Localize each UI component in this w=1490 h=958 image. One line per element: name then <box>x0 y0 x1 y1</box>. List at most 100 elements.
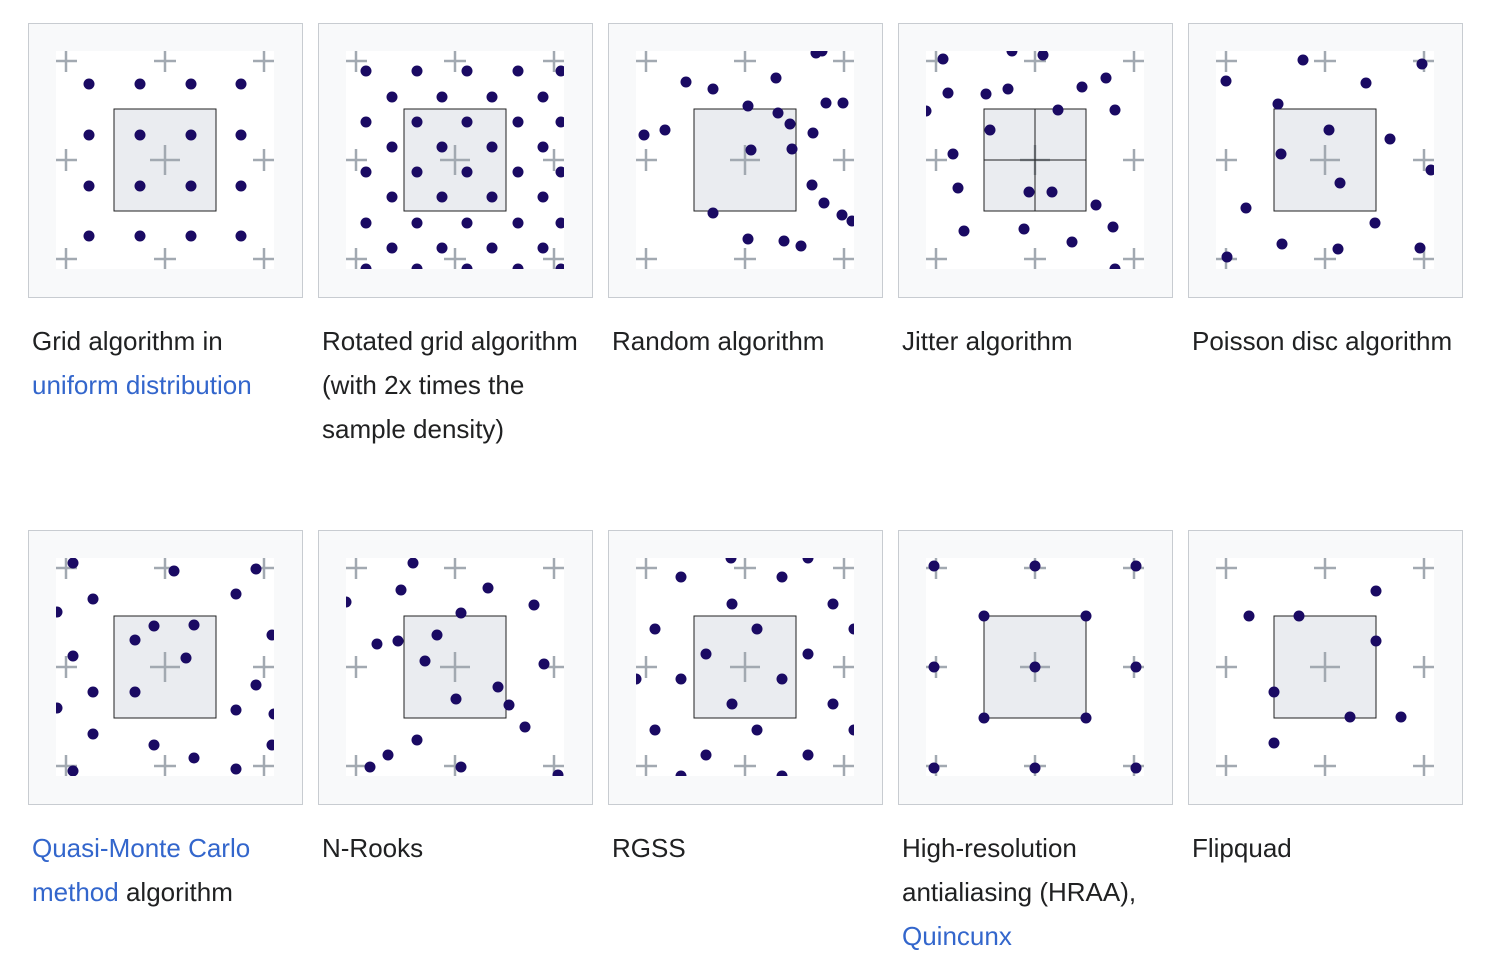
caption-text: N-Rooks <box>322 833 424 863</box>
sample-point <box>411 734 423 746</box>
sample-point <box>1080 712 1092 724</box>
sample-point <box>636 673 642 685</box>
sample-point <box>411 263 423 269</box>
sample-point <box>1109 263 1121 269</box>
caption-link[interactable]: Quasi-Monte Carlo method <box>32 833 251 907</box>
thumbnail-jitter[interactable] <box>898 23 1173 298</box>
sample-point <box>180 652 192 664</box>
caption-text: Rotated grid algorithm (with 2x times th… <box>322 326 578 444</box>
sample-point <box>700 648 712 660</box>
sample-point <box>386 191 398 203</box>
pixel-centre-cross <box>1310 145 1340 175</box>
sample-point <box>1369 217 1381 229</box>
sample-point <box>1029 560 1041 572</box>
pixel-centre-cross <box>1314 248 1336 269</box>
thumbnail-random[interactable] <box>608 23 883 298</box>
sample-point <box>802 558 814 564</box>
pixel-centre-cross <box>636 51 657 72</box>
caption-text: RGSS <box>612 833 686 863</box>
pixel-centre-cross <box>730 652 760 682</box>
sample-point <box>742 233 754 245</box>
sample-point <box>486 141 498 153</box>
sample-point <box>1334 177 1346 189</box>
pixel-centre-cross <box>150 652 180 682</box>
sample-point <box>382 749 394 761</box>
sample-point <box>700 749 712 761</box>
pixel-centre-cross <box>636 656 657 678</box>
sample-point <box>266 629 274 641</box>
pixel-centre-cross <box>1216 656 1237 678</box>
caption-link[interactable]: uniform distribution <box>32 370 252 400</box>
sample-point <box>87 686 99 698</box>
sample-point <box>1018 223 1030 235</box>
sample-point <box>411 65 423 77</box>
sample-point <box>928 661 940 673</box>
sample-point <box>538 658 550 670</box>
thumbnail-grid[interactable] <box>28 23 303 298</box>
sample-point <box>185 78 197 90</box>
sample-point <box>1002 83 1014 95</box>
sample-point <box>1107 221 1119 233</box>
sample-point <box>807 127 819 139</box>
sample-point <box>745 144 757 156</box>
pixel-centre-cross <box>1216 149 1237 171</box>
sample-point <box>1066 236 1078 248</box>
thumbnail-rgss[interactable] <box>608 530 883 805</box>
sample-point <box>1029 661 1041 673</box>
sample-point <box>928 560 940 572</box>
sample-point <box>1130 661 1142 673</box>
pixel-centre-cross <box>833 51 854 72</box>
pixel-centre-cross <box>636 558 657 579</box>
thumbnail-hraa[interactable] <box>898 530 1173 805</box>
sample-point <box>519 721 531 733</box>
sample-point <box>649 623 661 635</box>
caption-n-rooks: N-Rooks <box>322 826 584 870</box>
sample-point <box>1425 164 1434 176</box>
thumbnail-flipquad[interactable] <box>1188 530 1463 805</box>
caption-flipquad: Flipquad <box>1192 826 1454 870</box>
sample-point <box>552 769 564 776</box>
pixel-centre-cross <box>734 51 756 72</box>
caption-link[interactable]: Quincunx <box>902 921 1012 951</box>
sample-point <box>1268 686 1280 698</box>
sample-point <box>555 166 564 178</box>
pixel-centre-cross <box>444 51 466 72</box>
pixel-centre-cross <box>56 149 77 171</box>
pixel-centre-cross <box>1123 149 1144 171</box>
thumbnail-quasi-monte-carlo[interactable] <box>28 530 303 805</box>
sample-point <box>1384 133 1396 145</box>
sample-point <box>1090 199 1102 211</box>
sample-point <box>268 708 274 720</box>
pixel-centre-cross <box>1314 755 1336 776</box>
caption-rgss: RGSS <box>612 826 874 870</box>
pixel-centre-cross <box>1123 248 1144 269</box>
thumbnail-n-rooks[interactable] <box>318 530 593 805</box>
sample-pattern-diagram <box>56 558 274 776</box>
sample-point <box>486 191 498 203</box>
sample-point <box>1370 585 1382 597</box>
caption-text: Grid algorithm in <box>32 326 223 356</box>
sample-point <box>436 242 448 254</box>
sample-point <box>1293 610 1305 622</box>
sample-point <box>1240 202 1252 214</box>
sample-point <box>795 240 807 252</box>
pixel-centre-cross <box>440 145 470 175</box>
sample-pattern-diagram <box>636 558 854 776</box>
sample-point <box>134 129 146 141</box>
pixel-centre-cross <box>154 755 176 776</box>
thumbnail-poisson-disc[interactable] <box>1188 23 1463 298</box>
sample-point <box>411 217 423 229</box>
pixel-centre-cross <box>1216 558 1237 579</box>
sample-point <box>1414 242 1426 254</box>
sample-point <box>1297 54 1309 66</box>
sample-point <box>411 166 423 178</box>
sample-point <box>235 230 247 242</box>
sample-point <box>450 693 462 705</box>
thumbnail-rotated-grid[interactable] <box>318 23 593 298</box>
sample-point <box>816 51 828 57</box>
sample-point <box>1037 51 1049 61</box>
pixel-centre-cross <box>253 248 274 269</box>
sample-point <box>827 598 839 610</box>
sample-pattern-diagram <box>346 558 564 776</box>
sample-point <box>1221 251 1233 263</box>
